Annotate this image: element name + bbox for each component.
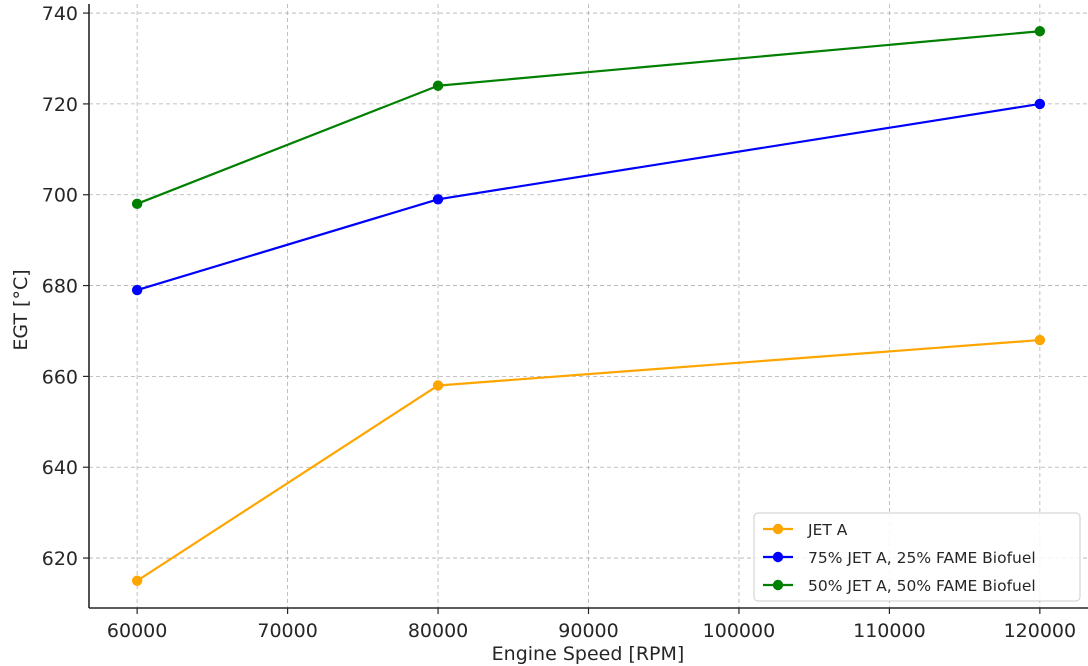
- y-tick-label: 640: [42, 457, 78, 479]
- y-tick-label: 740: [42, 3, 78, 25]
- data-point: [432, 194, 444, 205]
- data-point: [131, 198, 143, 210]
- data-point: [1034, 334, 1046, 346]
- x-axis-title: Engine Speed [RPM]: [492, 643, 685, 665]
- series-2: [131, 98, 1046, 296]
- y-tick-label: 620: [42, 548, 78, 570]
- data-point: [432, 80, 444, 91]
- data-point: [1034, 98, 1046, 110]
- y-tick-label: 680: [42, 276, 78, 298]
- legend-marker: [772, 523, 784, 535]
- y-tick-label: 700: [42, 185, 78, 207]
- legend-marker: [772, 579, 784, 591]
- legend-entry: 50% JET A, 50% FAME Biofuel: [763, 577, 1036, 595]
- legend-label: 50% JET A, 50% FAME Biofuel: [808, 577, 1036, 595]
- data-point: [1034, 26, 1046, 37]
- data-point: [131, 284, 143, 296]
- data-point: [131, 575, 143, 586]
- legend: JET A 75% JET A, 25% FAME Biofuel 50% JET …: [753, 512, 1081, 602]
- y-ticks: 620 640 660 680 700 720 740: [42, 3, 89, 570]
- legend-entry: JET A: [763, 521, 848, 539]
- x-tick-label: 110000: [853, 620, 926, 642]
- legend-marker: [772, 551, 784, 563]
- x-tick-label: 90000: [558, 620, 618, 642]
- series-1: [131, 334, 1046, 586]
- y-tick-label: 660: [42, 366, 78, 388]
- x-tick-label: 80000: [408, 620, 468, 642]
- legend-box: [753, 512, 1081, 602]
- legend-label: 75% JET A, 25% FAME Biofuel: [808, 549, 1036, 567]
- y-axis-title: EGT [°C]: [10, 269, 32, 350]
- x-tick-label: 60000: [107, 620, 167, 642]
- series-3: [131, 26, 1046, 210]
- legend-label: JET A: [807, 521, 848, 539]
- y-tick-label: 720: [42, 94, 78, 116]
- grid: [89, 4, 1088, 608]
- x-tick-label: 100000: [703, 620, 776, 642]
- x-ticks: 60000 70000 80000 90000 100000 110000 120000: [107, 608, 1076, 642]
- data-point: [432, 380, 444, 391]
- x-tick-label: 120000: [1004, 620, 1077, 642]
- x-tick-label: 70000: [257, 620, 317, 642]
- series-layer: [131, 26, 1046, 586]
- legend-entry: 75% JET A, 25% FAME Biofuel: [763, 549, 1036, 567]
